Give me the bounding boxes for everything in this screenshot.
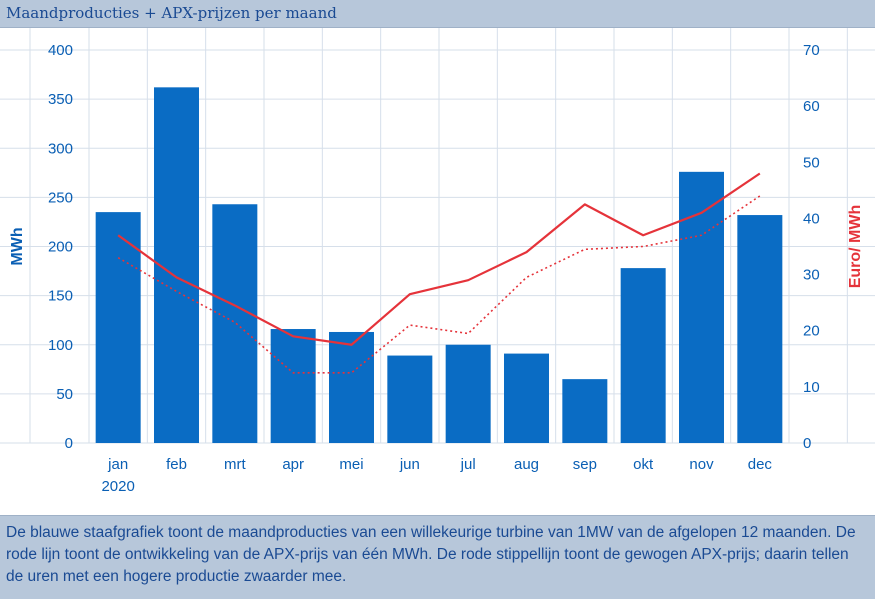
y-tick-left: 350: [48, 91, 73, 108]
x-tick-aug: aug: [514, 456, 539, 473]
y-tick-left: 150: [48, 288, 73, 305]
x-tick-feb: feb: [166, 456, 187, 473]
y-tick-right: 50: [803, 154, 820, 171]
bar-jul: [445, 344, 491, 443]
bar-okt: [620, 268, 666, 443]
x-tick-mei: mei: [339, 456, 363, 473]
chart-title: Maandproducties + APX-prijzen per maand: [6, 4, 337, 22]
bar-mei: [329, 331, 374, 443]
bar-aug: [504, 353, 549, 443]
y-tick-right: 60: [803, 98, 820, 115]
x-tick-apr: apr: [282, 456, 304, 473]
x-tick-nov: nov: [689, 456, 714, 473]
x-tick-jun: jun: [399, 456, 420, 473]
y-tick-left: 100: [48, 337, 73, 354]
price-line: [117, 172, 761, 346]
y-tick-left: 400: [48, 42, 73, 59]
x-tick-jan: jan: [107, 456, 128, 473]
bar-apr: [270, 329, 316, 443]
bar-nov: [679, 171, 724, 443]
y-tick-left: 250: [48, 189, 73, 206]
y-axis-title-right: Euro/ MWh: [847, 205, 864, 289]
y-tick-left: 300: [48, 140, 73, 157]
bar-sep: [562, 379, 608, 443]
title-bar: Maandproducties + APX-prijzen per maand: [0, 0, 875, 28]
bar-mrt: [212, 204, 258, 443]
bar-jun: [387, 355, 433, 443]
bar-dec: [737, 215, 783, 443]
x-tick-year: 2020: [101, 478, 134, 495]
y-tick-left: 0: [65, 435, 73, 452]
x-tick-dec: dec: [748, 456, 773, 473]
caption-bar: De blauwe staafgrafiek toont de maandpro…: [0, 515, 875, 599]
bar-feb: [154, 87, 199, 444]
y-axis-title-left: MWh: [9, 227, 26, 265]
x-tick-okt: okt: [633, 456, 654, 473]
x-tick-jul: jul: [460, 456, 476, 473]
y-tick-left: 50: [56, 386, 73, 403]
y-tick-right: 30: [803, 267, 820, 284]
y-tick-right: 70: [803, 42, 820, 59]
x-tick-sep: sep: [573, 456, 597, 473]
y-tick-right: 0: [803, 435, 811, 452]
bar-jan: [95, 212, 141, 443]
y-tick-right: 40: [803, 210, 820, 227]
y-tick-left: 200: [48, 239, 73, 256]
chart-caption: De blauwe staafgrafiek toont de maandpro…: [6, 524, 856, 585]
chart: 0 50 100 150 200 250 300 350 400 0 10 20 30 40 50 60 70 j…: [0, 28, 875, 495]
x-tick-mrt: mrt: [224, 456, 246, 473]
y-tick-right: 20: [803, 323, 820, 340]
y-tick-right: 10: [803, 379, 820, 396]
